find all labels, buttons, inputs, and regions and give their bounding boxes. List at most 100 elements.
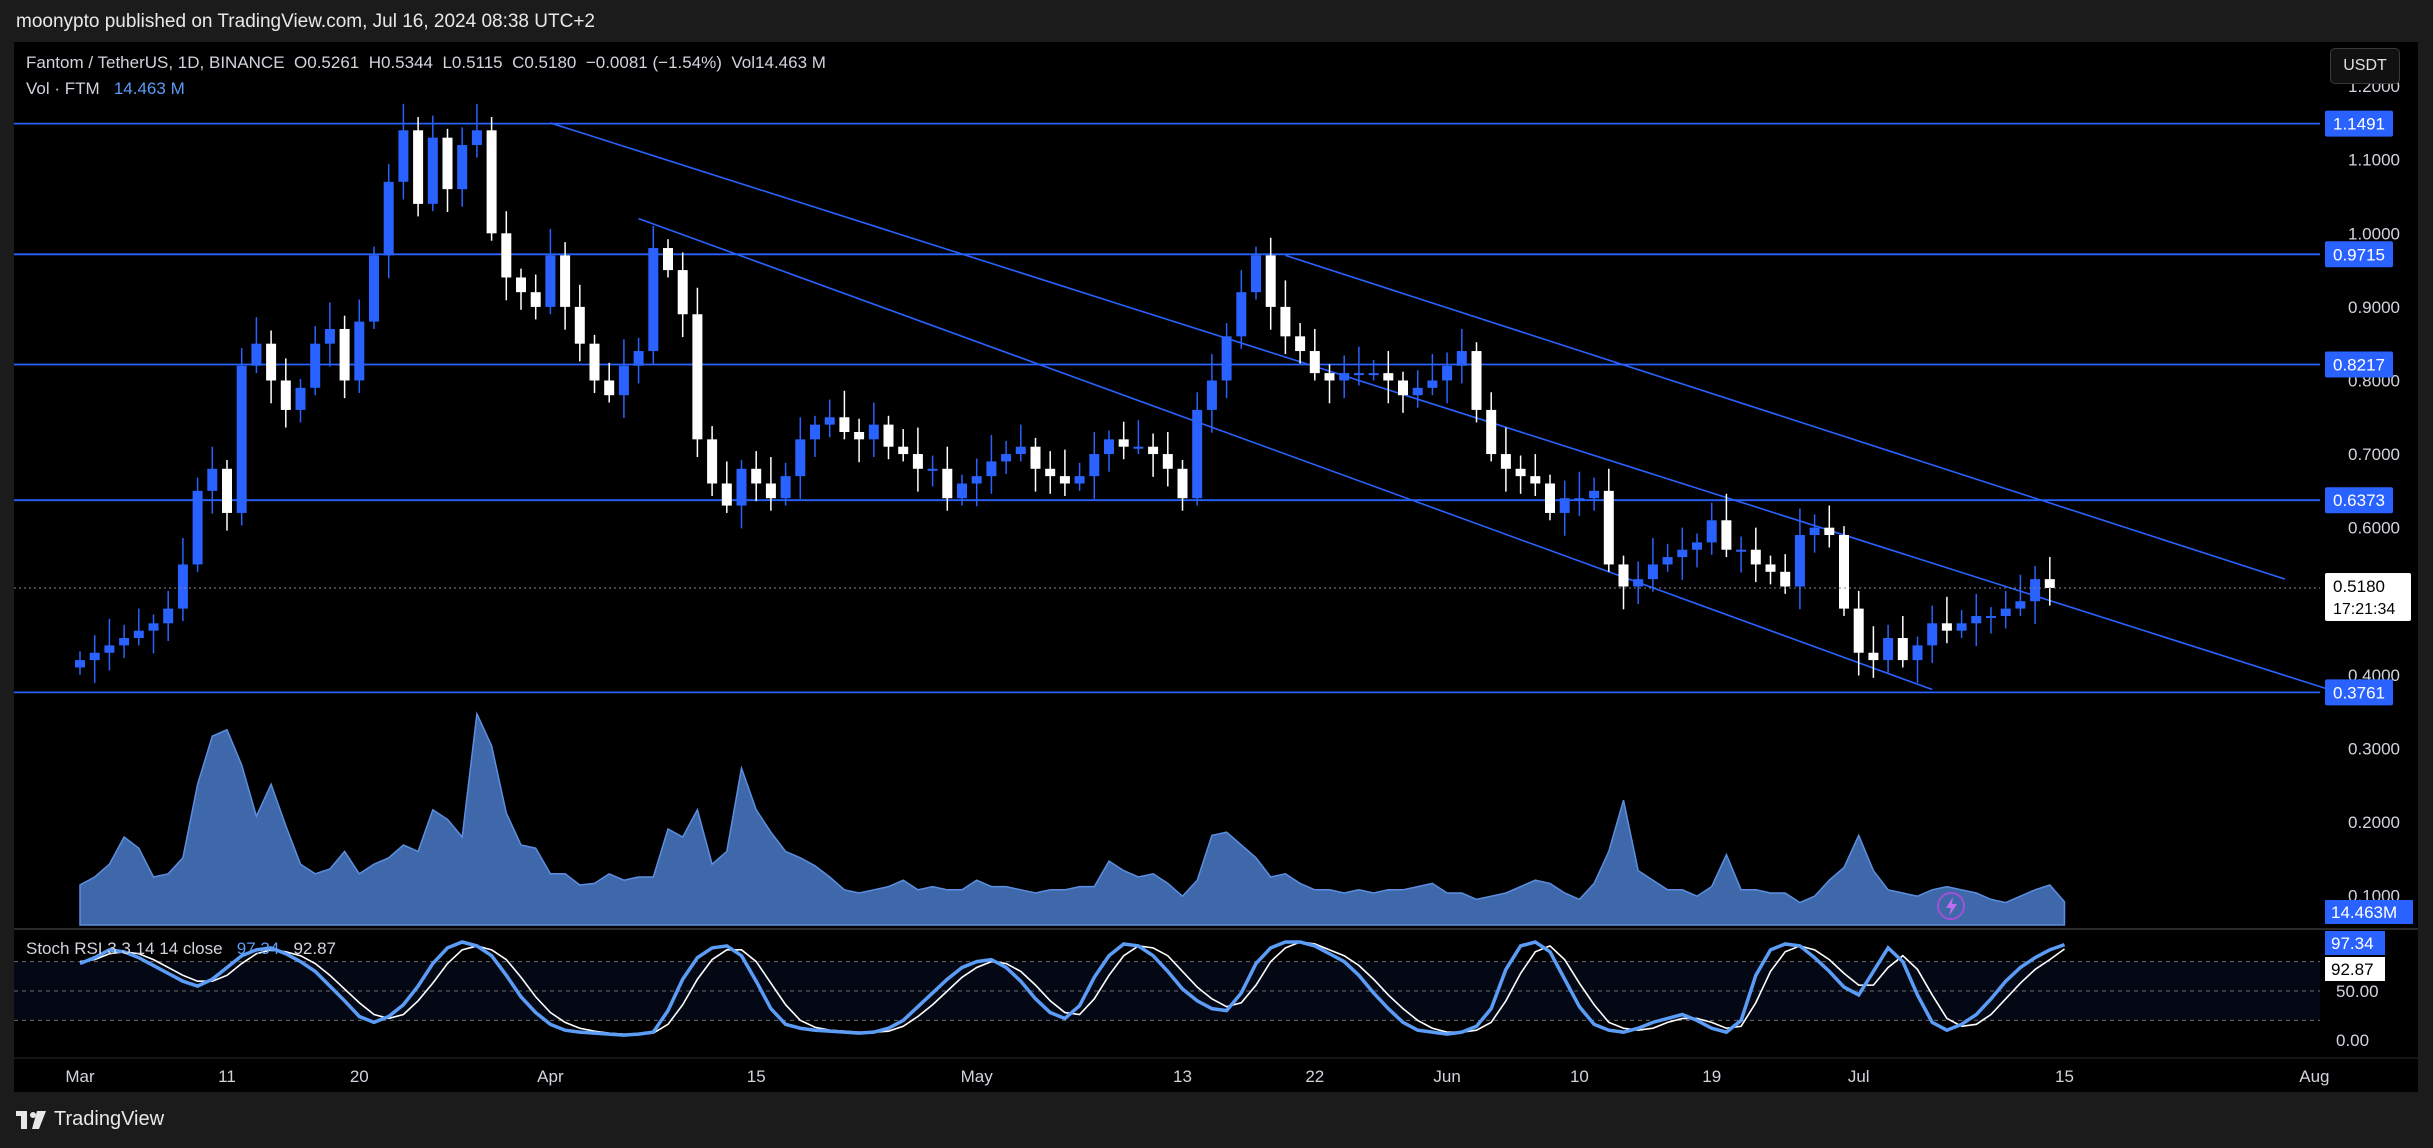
lightning-icon xyxy=(1937,892,1965,920)
candle-body xyxy=(1324,373,1335,381)
candle-body xyxy=(163,608,174,624)
candle-body xyxy=(1427,380,1438,388)
candle-body xyxy=(1868,652,1879,661)
candle-body xyxy=(986,461,997,477)
candle-body xyxy=(1706,520,1717,543)
candle-body xyxy=(1339,373,1350,381)
candle xyxy=(1941,596,1952,644)
candle-body xyxy=(354,321,365,381)
candle xyxy=(516,268,526,310)
candle xyxy=(75,651,85,675)
candle-body xyxy=(692,314,703,440)
candle xyxy=(545,228,556,315)
candle-body xyxy=(339,328,350,381)
candle xyxy=(868,402,879,458)
symbol-name[interactable]: Fantom / TetherUS, 1D, BINANCE xyxy=(26,53,285,72)
candle-body xyxy=(119,638,130,646)
candle-body xyxy=(192,490,203,565)
candle-body xyxy=(854,431,865,440)
time-tick-label: 10 xyxy=(1570,1067,1589,1086)
candle-body xyxy=(251,343,262,366)
candle-body xyxy=(1912,645,1923,661)
trendline xyxy=(1285,254,2286,580)
candle xyxy=(1574,471,1585,516)
candle-body xyxy=(1530,476,1541,484)
level-price-badge: 0.8217 xyxy=(2325,351,2393,378)
candle xyxy=(1353,346,1364,386)
price-tick-label: 0.6000 xyxy=(2348,519,2400,538)
candle-body xyxy=(883,424,894,447)
low-value: 0.5115 xyxy=(451,53,503,72)
candle-body xyxy=(1500,454,1511,469)
last-price-label: 0.5180 xyxy=(2333,577,2385,596)
candle-body xyxy=(1839,535,1849,609)
stoch-indicator-name[interactable]: Stoch RSI 3 3 14 14 close xyxy=(26,939,223,958)
candle xyxy=(1971,593,1982,647)
last-price-badge: 0.5180 17:21:34 xyxy=(2325,572,2411,621)
candle xyxy=(1148,433,1159,477)
time-tick-label: 11 xyxy=(218,1067,236,1086)
candle-body xyxy=(1177,468,1188,499)
candle xyxy=(824,399,835,438)
volume-indicator-name[interactable]: Vol · FTM xyxy=(26,79,100,98)
candle-body xyxy=(1368,373,1379,376)
candle xyxy=(89,635,100,683)
candle xyxy=(1736,536,1747,573)
candle-body xyxy=(1647,564,1658,580)
price-tick-label: 1.0000 xyxy=(2348,224,2400,243)
candle-body xyxy=(383,181,394,256)
candle xyxy=(1206,353,1217,433)
candle xyxy=(957,474,967,506)
candle xyxy=(780,462,791,506)
candle-body xyxy=(942,468,953,499)
candle-body xyxy=(1941,623,1952,631)
candle xyxy=(1530,454,1541,497)
vol-value: 14.463 M xyxy=(755,53,826,72)
candle xyxy=(207,446,218,514)
currency-button[interactable]: USDT xyxy=(2330,48,2400,84)
candle-body xyxy=(133,630,144,639)
candle-body xyxy=(2044,579,2055,588)
candle xyxy=(398,103,409,200)
candle-body xyxy=(427,137,438,204)
candle xyxy=(1927,605,1938,664)
volume-badge-label: 14.463M xyxy=(2331,903,2397,922)
candle-body xyxy=(604,380,615,396)
candle-body xyxy=(1559,498,1570,513)
candle xyxy=(1692,533,1702,568)
countdown-label: 17:21:34 xyxy=(2333,601,2395,618)
candle xyxy=(1706,502,1717,555)
time-tick-label: 20 xyxy=(350,1067,369,1086)
price-tick-label: 0.3000 xyxy=(2348,739,2400,758)
candle xyxy=(912,427,923,492)
candle xyxy=(618,339,629,419)
stoch-d-value: 92.87 xyxy=(293,939,336,958)
candle-body xyxy=(236,365,247,513)
candle-body xyxy=(2015,601,2026,609)
candle-body xyxy=(971,476,982,484)
candle-body xyxy=(1001,454,1012,462)
level-badge-bg xyxy=(2325,487,2393,514)
candle xyxy=(295,379,306,423)
candle xyxy=(707,426,718,497)
time-tick-label: 15 xyxy=(747,1067,766,1086)
level-price-badge: 0.6373 xyxy=(2325,487,2393,514)
candle xyxy=(251,317,262,374)
time-tick-label: Jun xyxy=(1433,1067,1460,1086)
candle-body xyxy=(1765,564,1776,572)
candle-body xyxy=(266,343,277,381)
tradingview-logo[interactable]: TradingView xyxy=(16,1108,164,1131)
candle xyxy=(236,348,247,526)
time-tick-label: 13 xyxy=(1173,1067,1192,1086)
candle-body xyxy=(1589,490,1600,499)
candle-body xyxy=(1692,542,1702,550)
candle xyxy=(501,211,512,301)
candle-body xyxy=(1442,365,1453,381)
candle xyxy=(1809,514,1820,553)
candle-body xyxy=(765,483,776,499)
candle-body xyxy=(912,454,923,469)
high-label: H xyxy=(368,53,381,72)
candle xyxy=(942,446,953,511)
candle-body xyxy=(1824,527,1835,536)
